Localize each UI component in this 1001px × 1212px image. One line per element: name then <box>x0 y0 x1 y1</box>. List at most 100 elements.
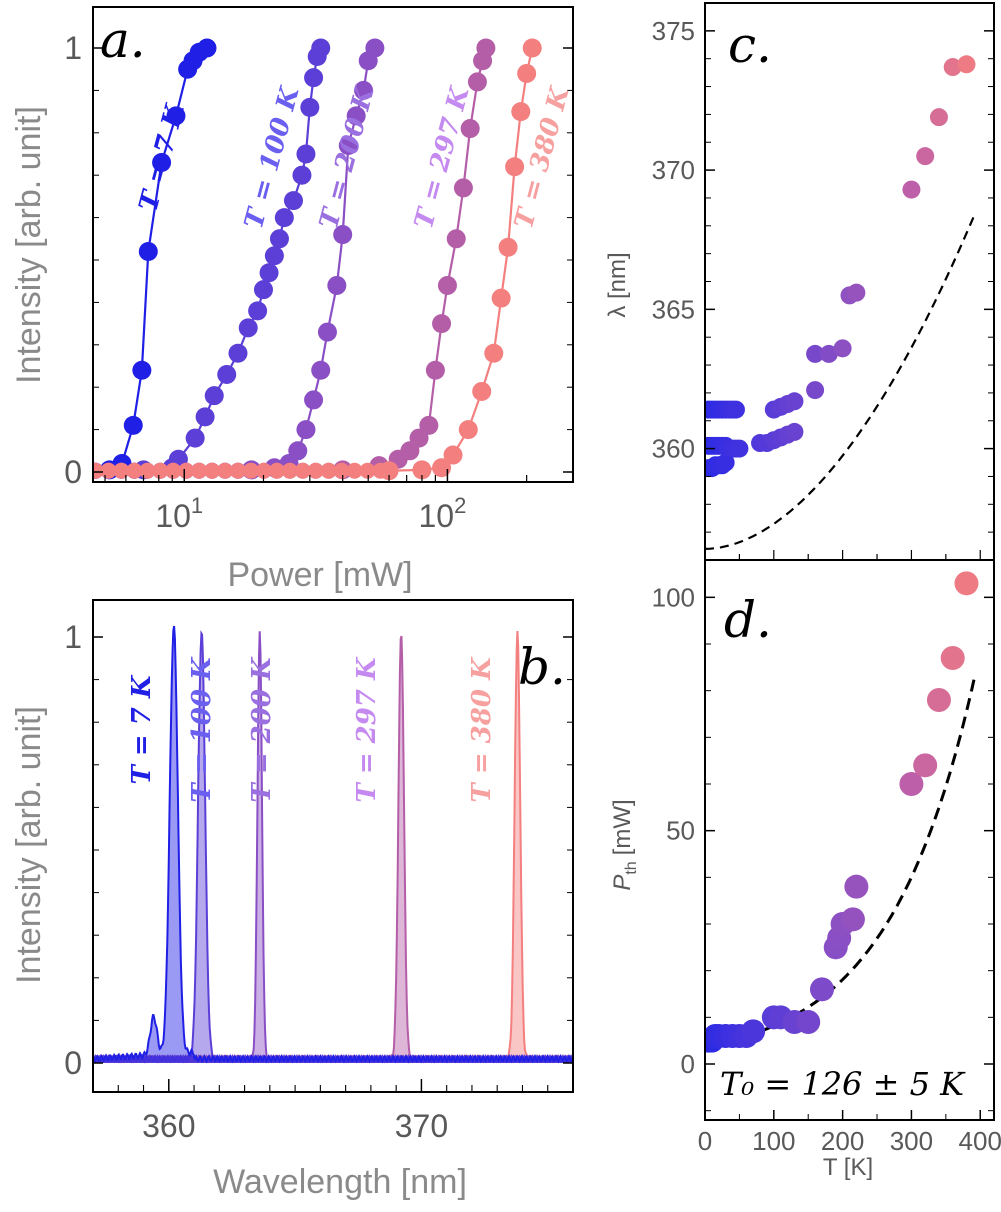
panel-a-point <box>412 460 432 480</box>
panel-a-series-label: T = 7 K <box>134 100 192 214</box>
panel-a-point <box>311 38 331 58</box>
panel-d-frame <box>704 559 995 1121</box>
panel-a-point <box>238 318 258 338</box>
panel-a-point <box>365 38 385 58</box>
panel-a-point <box>511 102 531 122</box>
panel-a-xtick-exp: 1 <box>191 493 203 518</box>
panel-a-baseline-point <box>255 462 272 479</box>
panel-c-point <box>957 55 976 74</box>
panel-a-baseline-point <box>191 462 208 479</box>
panel-a-xtick-base: 10 <box>155 498 191 534</box>
panel-a-baseline-point <box>229 462 246 479</box>
panel-a-xtick-exp: 2 <box>454 493 466 518</box>
panel-d-point <box>809 977 834 1002</box>
panel-b-series-label: T = 100 K <box>187 656 217 803</box>
panel-a-point <box>327 275 347 295</box>
panel-a-point <box>197 38 217 58</box>
panel-a-baseline-point <box>152 462 169 479</box>
panel-a-series-label: T = 200 K <box>314 83 381 232</box>
panel-d-point <box>899 772 924 796</box>
panel-a-baseline-point <box>204 462 221 479</box>
panel-a-point <box>505 157 525 177</box>
panel-a-point <box>259 263 279 283</box>
panel-a-point <box>152 152 172 172</box>
panel-b-frame <box>92 599 574 1093</box>
panel-d-ylabel-main: P <box>609 875 636 891</box>
panel-d: 0 100 200 300 400 0 50 100 d. T [K] Pth [mW] T₀ … <box>609 559 1001 1181</box>
panel-d-ytick-label: 50 <box>666 816 695 846</box>
panel-b-ytick-label: 0 <box>64 1045 82 1081</box>
panel-b-xtick-label: 370 <box>395 1108 448 1144</box>
panel-a-baseline-point <box>268 462 285 479</box>
panel-b-letter: b. <box>518 638 566 696</box>
panel-c-point <box>806 381 825 400</box>
panel-d-ytick-label: 0 <box>681 1049 695 1079</box>
panel-a-point <box>476 38 496 58</box>
panel-a-point <box>338 136 358 156</box>
panel-c-ytick-label: 360 <box>652 434 695 464</box>
panel-a-baseline-point <box>320 462 337 479</box>
panel-a-point <box>292 165 312 185</box>
panel-a-point <box>123 415 143 435</box>
panel-c-ytick-label: 365 <box>652 294 695 324</box>
panel-a-point <box>264 246 284 266</box>
panel-c: 360 365 370 375 c. λ [nm] <box>604 2 995 561</box>
panel-a-point <box>253 280 273 300</box>
panel-a-point <box>317 322 337 342</box>
panel-a-baseline-point <box>333 462 350 479</box>
panel-a-point <box>346 106 366 126</box>
panel-c-point <box>785 392 804 411</box>
panel-a-frame <box>92 6 574 483</box>
panel-d-xtick-label: 300 <box>890 1126 933 1156</box>
panel-a-point <box>283 191 303 211</box>
panel-c-point <box>730 439 749 458</box>
panel-c-ylabel: λ [nm] <box>604 252 631 317</box>
panel-b: 360 370 0 1 T = 380 K T = 297 K T = 200 K T = … <box>10 599 574 1201</box>
panel-a-point <box>425 360 445 380</box>
panel-a-xlabel: Power [mW] <box>227 556 412 594</box>
panel-c-frame <box>704 2 995 561</box>
panel-d-point <box>926 688 951 712</box>
panel-a-point <box>195 407 215 427</box>
panel-a-point <box>333 225 353 245</box>
panel-a-point <box>304 68 324 88</box>
panel-a-point <box>419 415 439 435</box>
panel-c-point <box>929 108 948 127</box>
panel-b-xlabel: Wavelength [nm] <box>213 1163 467 1201</box>
panel-c-point <box>943 58 962 77</box>
panel-a-baseline-point <box>294 462 311 479</box>
panel-a-baseline-point <box>93 462 104 479</box>
panel-a-baseline-point <box>126 462 143 479</box>
panel-c-point <box>833 339 852 358</box>
panel-d-point <box>844 874 869 899</box>
panel-a-baseline-point <box>307 462 324 479</box>
panel-a-baseline-point <box>165 462 182 479</box>
panel-a-point <box>228 343 248 363</box>
panel-a-point <box>288 441 308 461</box>
panel-a-baseline-point <box>113 462 130 479</box>
panel-a-point <box>296 420 316 440</box>
panel-d-xtick-label: 100 <box>752 1126 795 1156</box>
panel-a-point <box>217 364 237 384</box>
panel-d-ytick-label: 100 <box>652 582 695 612</box>
panel-c-point <box>819 344 838 363</box>
panel-a-xtick-base: 10 <box>419 498 455 534</box>
panel-d-point <box>913 753 938 778</box>
panel-a-point <box>522 38 542 58</box>
panel-d-point <box>741 1019 766 1044</box>
panel-d-fit-line <box>705 676 977 1049</box>
panel-d-ylabel: Pth [mW] <box>609 799 640 890</box>
panel-d-xtick-label: 200 <box>821 1126 864 1156</box>
panel-a-point <box>166 106 186 126</box>
panel-a-point <box>491 288 511 308</box>
panel-c-fit-line <box>705 216 975 550</box>
panel-a-baseline-point <box>346 462 363 479</box>
panel-a-point <box>517 63 537 83</box>
panel-a-xtick-label: 102 <box>419 493 467 534</box>
panel-a-baseline-point <box>242 462 259 479</box>
panel-b-spectrum-line <box>93 625 573 1064</box>
panel-a-ytick-label: 0 <box>64 454 82 490</box>
panel-a-xtick-label: 101 <box>155 493 203 534</box>
panel-d-point <box>796 1010 821 1034</box>
panel-c-point <box>785 422 804 441</box>
